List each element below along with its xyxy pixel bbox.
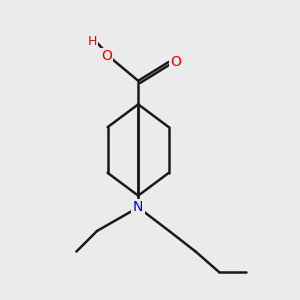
Text: O: O bbox=[170, 55, 181, 69]
Text: O: O bbox=[101, 49, 112, 63]
Text: H: H bbox=[88, 34, 97, 48]
Text: N: N bbox=[133, 200, 143, 214]
